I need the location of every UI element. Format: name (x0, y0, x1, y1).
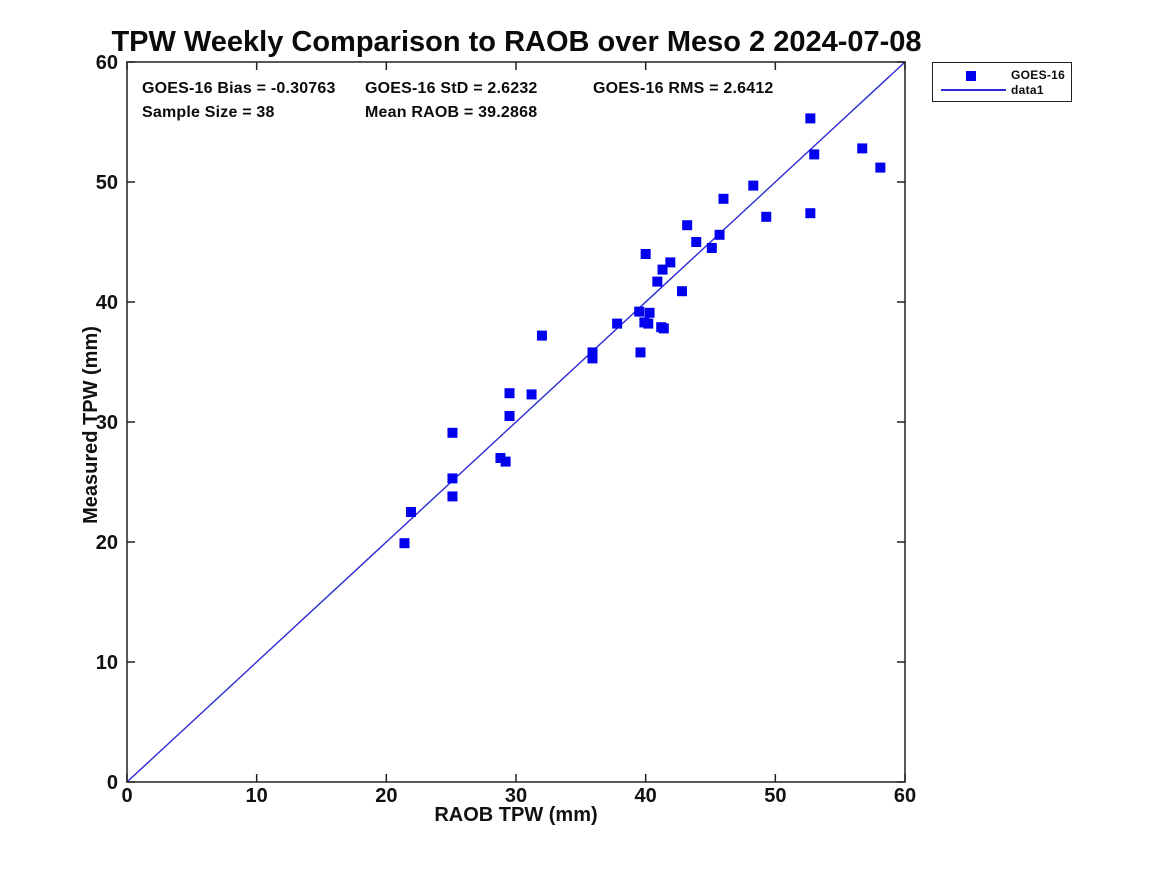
legend-line-marker-icon (941, 89, 1006, 91)
scatter-point (640, 249, 651, 259)
scatter-point (657, 264, 668, 275)
scatter-point (399, 538, 410, 549)
scatter-point (857, 143, 868, 154)
scatter-point (447, 427, 458, 438)
chart-title: TPW Weekly Comparison to RAOB over Meso … (111, 26, 922, 58)
scatter-point (495, 453, 506, 463)
scatter-point (652, 276, 663, 287)
tick-labels-group: 0 10 20 30 40 50 60 0 10 20 30 40 50 60 (96, 52, 916, 807)
scatter-point (405, 507, 416, 517)
scatter-point (634, 306, 645, 317)
scatter-point (714, 229, 725, 240)
legend-entry-data1: data1 (1011, 83, 1044, 97)
scatter-point (526, 389, 537, 400)
x-tick-label: 50 (764, 785, 786, 807)
y-tick-label: 60 (96, 52, 118, 74)
legend-entry-goes16: GOES-16 (1011, 68, 1066, 82)
scatter-point (447, 473, 458, 484)
scatter-point (691, 237, 702, 247)
scatter-point (635, 347, 646, 358)
axes-group (126, 61, 906, 783)
scatter-point (644, 307, 655, 318)
reference-line (126, 61, 906, 783)
y-tick-label: 0 (107, 772, 118, 794)
scatter-point (805, 113, 816, 124)
stat-sample-size: Sample Size = 38 (142, 104, 275, 121)
scatter-point (504, 388, 515, 399)
scatter-point (658, 323, 669, 334)
scatter-point (809, 149, 820, 160)
scatter-point (761, 211, 772, 222)
x-axis-label: RAOB TPW (mm) (434, 804, 597, 826)
stat-bias: GOES-16 Bias = -0.30763 (142, 80, 336, 97)
scatter-point (875, 162, 886, 173)
scatter-point (587, 347, 598, 358)
scatter-point (587, 353, 598, 364)
x-tick-label: 0 (121, 785, 132, 807)
stat-mean-raob: Mean RAOB = 39.2868 (365, 104, 538, 121)
scatter-point (718, 193, 729, 204)
x-tick-label: 60 (894, 785, 916, 807)
y-tick-label: 20 (96, 532, 118, 554)
scatter-point (536, 330, 547, 341)
y-axis-label: Measured TPW (mm) (80, 326, 102, 524)
y-tick-label: 50 (96, 172, 118, 194)
scatter-point (706, 243, 717, 253)
scatter-point (682, 220, 693, 231)
scatter-point (504, 411, 515, 421)
stat-std: GOES-16 StD = 2.6232 (365, 80, 538, 97)
scatter-point (748, 180, 759, 191)
stat-rms: GOES-16 RMS = 2.6412 (593, 80, 774, 97)
y-tick-label: 30 (96, 412, 118, 434)
x-tick-label: 40 (635, 785, 657, 807)
scatter-point (676, 286, 687, 297)
scatter-point (500, 456, 511, 467)
scatter-point (805, 208, 816, 219)
series-group (126, 61, 906, 783)
x-tick-label: 20 (375, 785, 397, 807)
y-tick-label: 40 (96, 292, 118, 314)
scatter-point (665, 257, 676, 268)
scatter-point (612, 318, 623, 329)
x-tick-label: 10 (246, 785, 268, 807)
scatter-point (447, 491, 458, 502)
scatter-point (643, 318, 654, 329)
y-tick-label: 10 (96, 652, 118, 674)
legend: GOES-16 data1 (932, 62, 1072, 102)
x-tick-label: 30 (505, 785, 527, 807)
legend-square-marker-icon (966, 71, 976, 81)
